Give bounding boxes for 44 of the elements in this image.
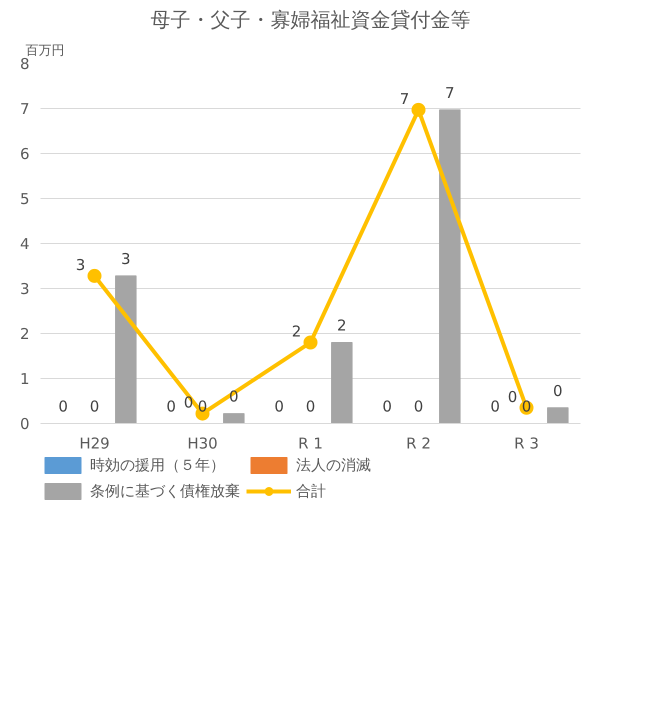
bar xyxy=(547,407,569,424)
data-label: 0 xyxy=(166,398,176,416)
data-label: 0 xyxy=(58,398,68,416)
data-label: 0 xyxy=(490,398,500,416)
y-tick-label: 6 xyxy=(20,145,30,163)
x-tick-label: H30 xyxy=(187,434,218,452)
x-tick-label: H29 xyxy=(79,434,110,452)
chart-title: 母子・父子・寡婦福祉資金貸付金等 xyxy=(150,8,470,32)
bar xyxy=(331,342,353,424)
y-tick-label: 2 xyxy=(20,325,30,343)
data-label: 7 xyxy=(445,84,455,102)
data-label: 0 xyxy=(184,394,194,412)
data-label: 3 xyxy=(121,250,131,268)
y-tick-label: 0 xyxy=(20,415,30,433)
y-tick-label: 7 xyxy=(20,100,30,118)
data-label: 3 xyxy=(76,256,86,274)
data-label: 0 xyxy=(522,398,532,416)
x-tick-label: R 2 xyxy=(406,434,431,452)
data-label: 0 xyxy=(90,398,100,416)
bar xyxy=(115,275,137,424)
x-tick-label: R 3 xyxy=(514,434,539,452)
y-tick-label: 5 xyxy=(20,190,30,208)
y-tick-label: 1 xyxy=(20,370,30,388)
bar xyxy=(439,109,461,424)
y-tick-label: 4 xyxy=(20,235,30,253)
legend-label: 合計 xyxy=(296,482,326,500)
data-label: 0 xyxy=(414,398,424,416)
point xyxy=(88,268,102,283)
legend-label: 条例に基づく債権放棄 xyxy=(90,482,240,500)
data-label: 2 xyxy=(292,322,302,340)
legend-label: 時効の援用（５年） xyxy=(90,456,225,474)
data-label: 0 xyxy=(508,388,518,406)
data-label: 0 xyxy=(306,398,316,416)
data-label: 2 xyxy=(337,316,347,334)
data-label: 0 xyxy=(382,398,392,416)
x-tick-label: R 1 xyxy=(298,434,323,452)
data-label: 0 xyxy=(553,382,563,400)
y-tick-label: 3 xyxy=(20,280,30,298)
point xyxy=(304,336,318,350)
legend-label: 法人の消滅 xyxy=(296,456,371,474)
point xyxy=(412,102,426,117)
data-label: 7 xyxy=(400,90,410,108)
data-label: 0 xyxy=(274,398,284,416)
bar xyxy=(223,413,245,424)
